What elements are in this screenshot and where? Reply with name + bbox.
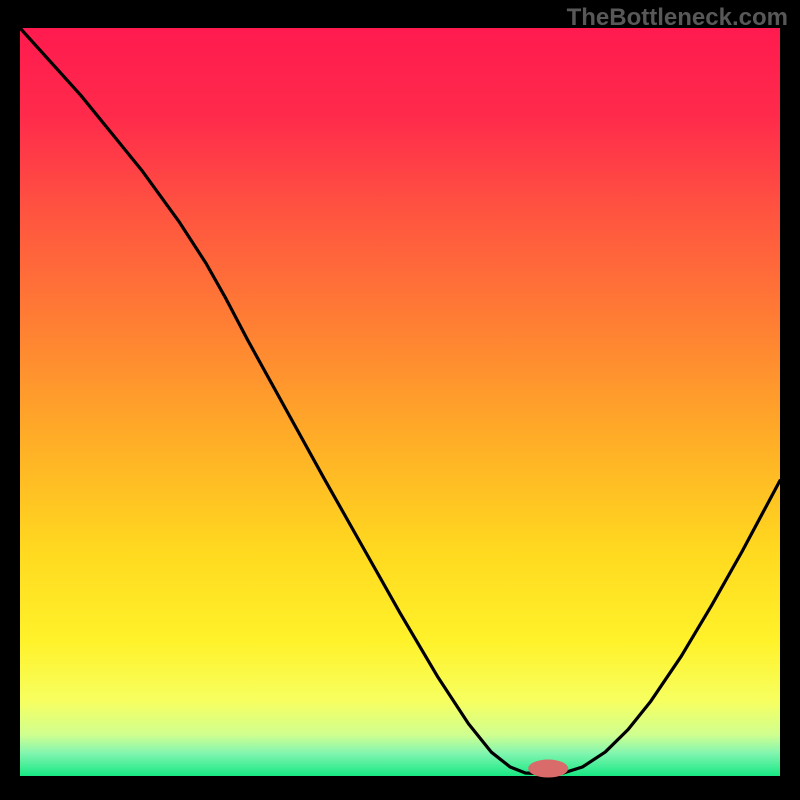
watermark-text: TheBottleneck.com [567, 4, 788, 32]
bottleneck-chart [0, 0, 800, 800]
chart-background [20, 28, 780, 776]
chart-container: TheBottleneck.com [0, 0, 800, 800]
optimal-marker [528, 760, 568, 778]
